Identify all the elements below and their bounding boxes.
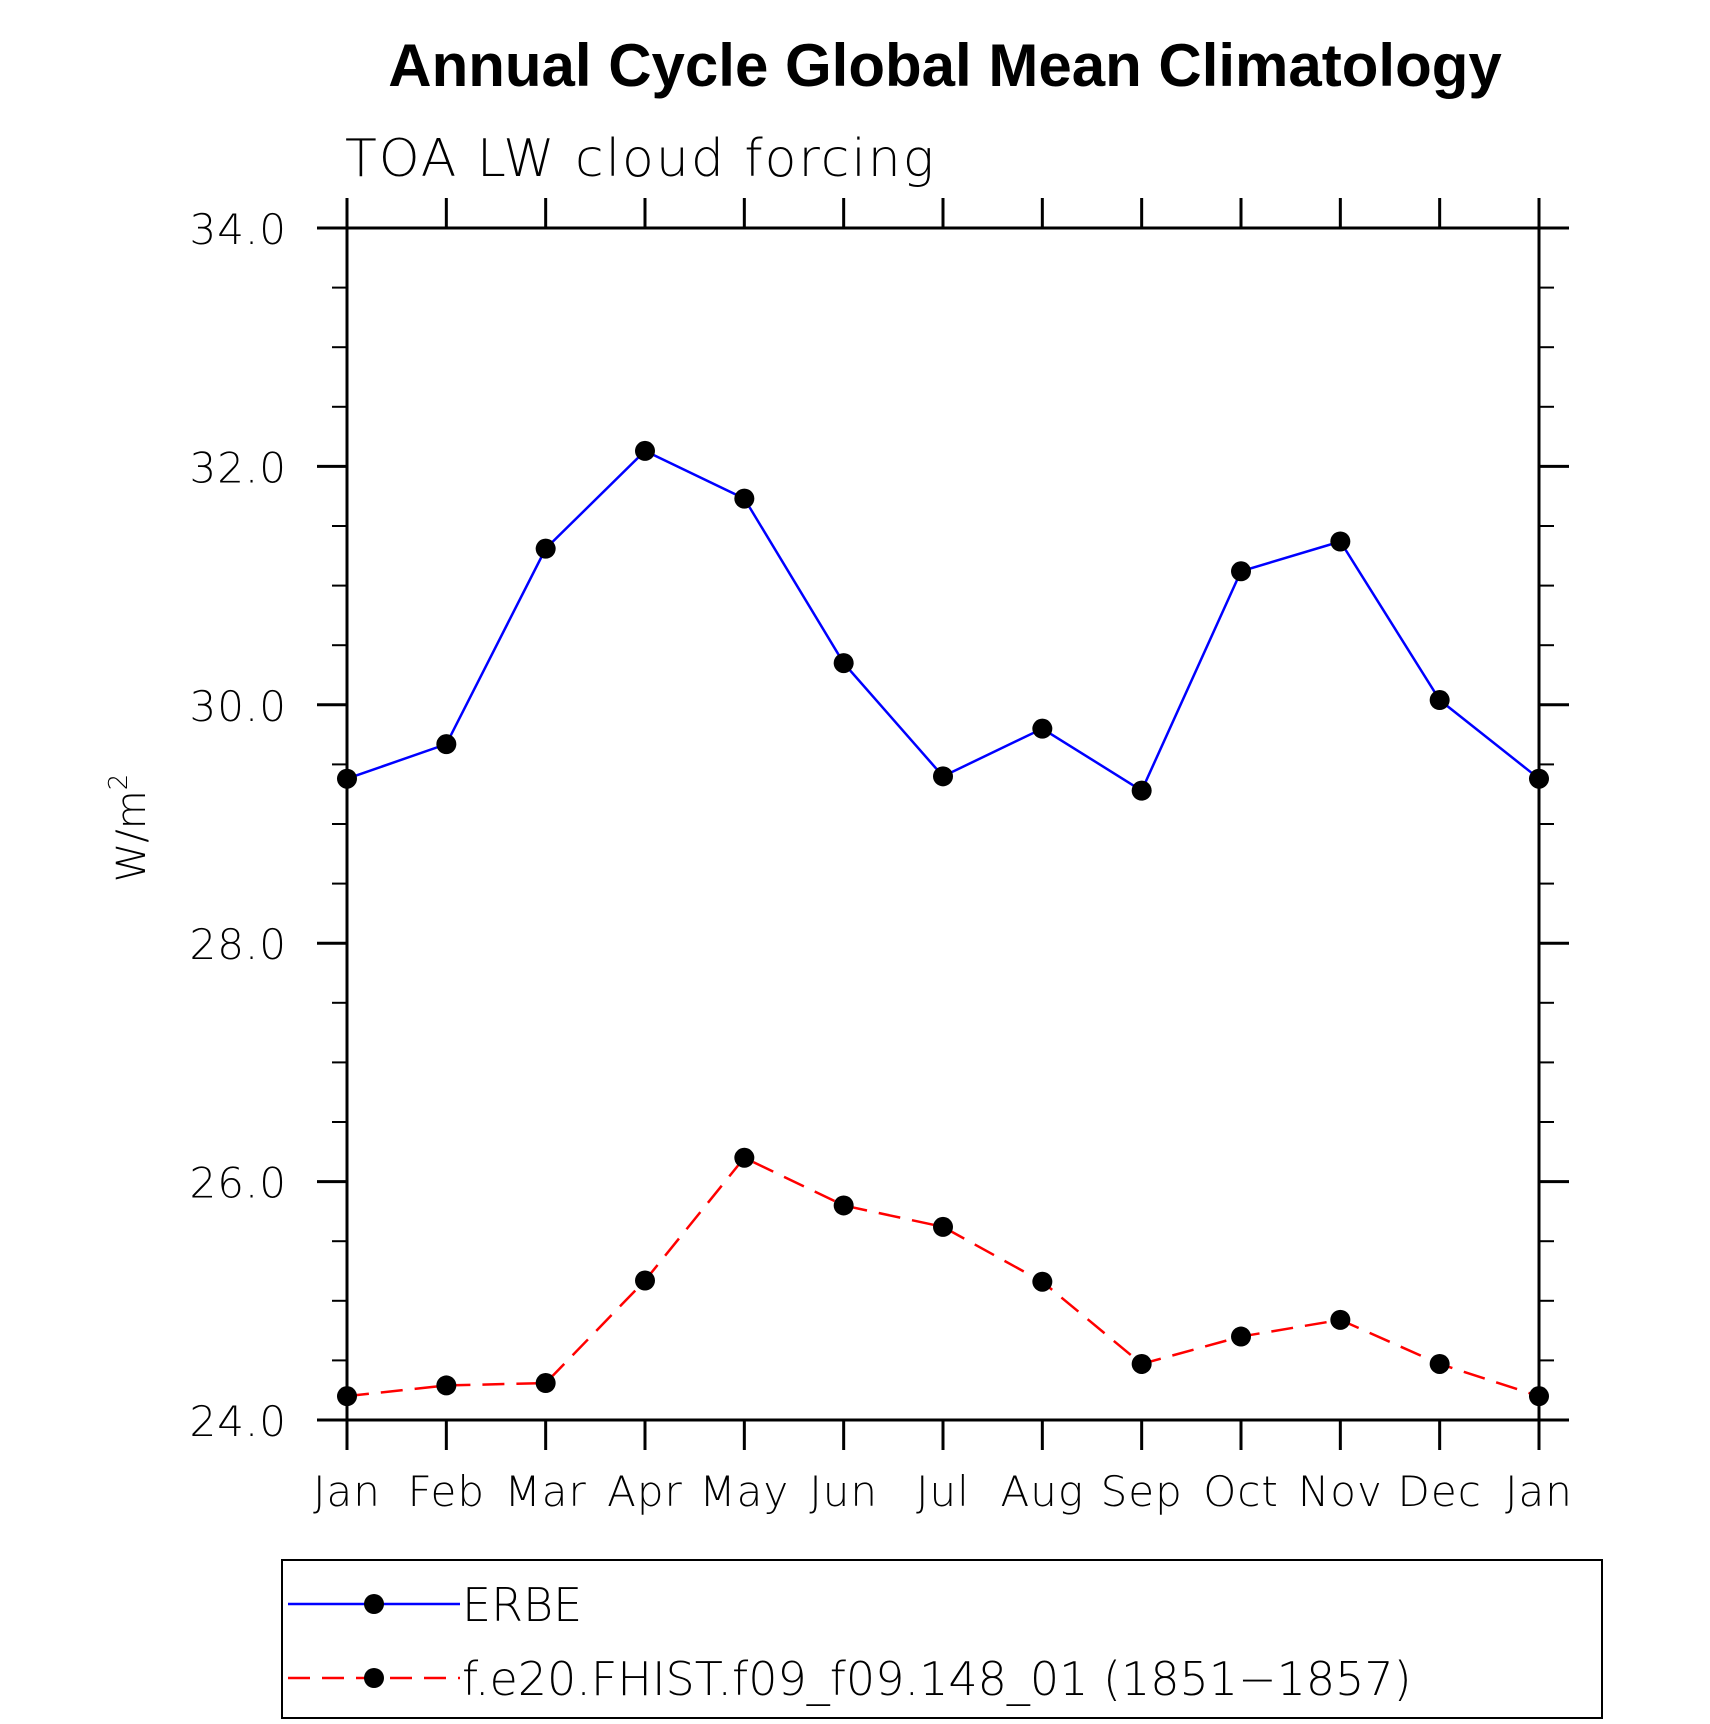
x-tick-label: May	[699, 1467, 789, 1516]
x-tick-label: Jul	[916, 1467, 970, 1516]
series-1-point	[833, 653, 854, 674]
series-2-point	[1032, 1271, 1053, 1292]
x-tick-label: Nov	[1298, 1467, 1383, 1516]
x-tick-label: Jan	[1505, 1467, 1573, 1516]
series-1-point	[1231, 561, 1251, 582]
x-tick-label: Sep	[1101, 1467, 1183, 1516]
legend: ERBE f.e20.FHIST.f09_f09.148_01 (1851−185…	[281, 1559, 1603, 1719]
series-1-point	[436, 734, 457, 755]
legend-label-1: ERBE	[462, 1578, 582, 1632]
series-2-point	[1131, 1353, 1152, 1374]
series-2-point	[535, 1373, 556, 1394]
x-tick-label: Jun	[809, 1467, 878, 1516]
y-axis-label-superscript: 2	[104, 774, 134, 791]
x-tick-label: Mar	[505, 1467, 587, 1516]
y-tick-label: 24.0	[189, 1397, 287, 1446]
y-axis-label-text: W/m	[109, 790, 155, 882]
x-tick-label: Aug	[1001, 1467, 1085, 1516]
series-line-1	[346, 449, 1540, 793]
x-tick-label: Jan	[313, 1467, 381, 1516]
y-tick-label: 34.0	[189, 205, 287, 254]
legend-marker-1	[364, 1594, 384, 1614]
chart-title: Annual Cycle Global Mean Climatology	[388, 32, 1502, 99]
series-1-point	[535, 538, 556, 559]
svg-text:W/m2: W/m2	[104, 774, 155, 883]
x-tick-label: Feb	[408, 1467, 485, 1516]
series-1-point	[1429, 690, 1450, 711]
series-2-point	[833, 1195, 854, 1216]
x-tick-label: Dec	[1398, 1467, 1482, 1516]
series-line-2	[346, 1156, 1540, 1398]
y-tick-label: 28.0	[189, 920, 287, 969]
series-2-point	[436, 1375, 457, 1396]
y-tick-label: 32.0	[189, 443, 287, 492]
legend-marker-2	[364, 1668, 384, 1688]
series-1-point	[734, 488, 755, 509]
series-2-point	[1330, 1309, 1351, 1330]
series-2-point	[635, 1270, 655, 1291]
y-tick-label: 26.0	[189, 1159, 287, 1208]
series-1-point	[933, 766, 953, 787]
series-2-point	[933, 1216, 953, 1237]
y-axis-label: W/m2	[104, 774, 155, 883]
legend-box	[281, 1559, 1603, 1719]
series-2-point	[1429, 1353, 1450, 1374]
chart-subtitle: TOA LW cloud forcing	[345, 129, 936, 189]
x-tick-label: Oct	[1203, 1467, 1279, 1516]
series-1-point	[1032, 718, 1053, 739]
series-2-point	[734, 1147, 755, 1168]
x-tick-label: Apr	[607, 1467, 683, 1516]
y-tick-label: 30.0	[189, 682, 287, 731]
series-2-point	[1231, 1326, 1251, 1347]
series-1-point	[635, 440, 655, 461]
legend-label-2: f.e20.FHIST.f09_f09.148_01 (1851−1857)	[462, 1652, 1412, 1706]
series-1-point	[1330, 531, 1351, 552]
series-1-point	[1131, 780, 1152, 801]
plot-frame	[345, 226, 1541, 1422]
